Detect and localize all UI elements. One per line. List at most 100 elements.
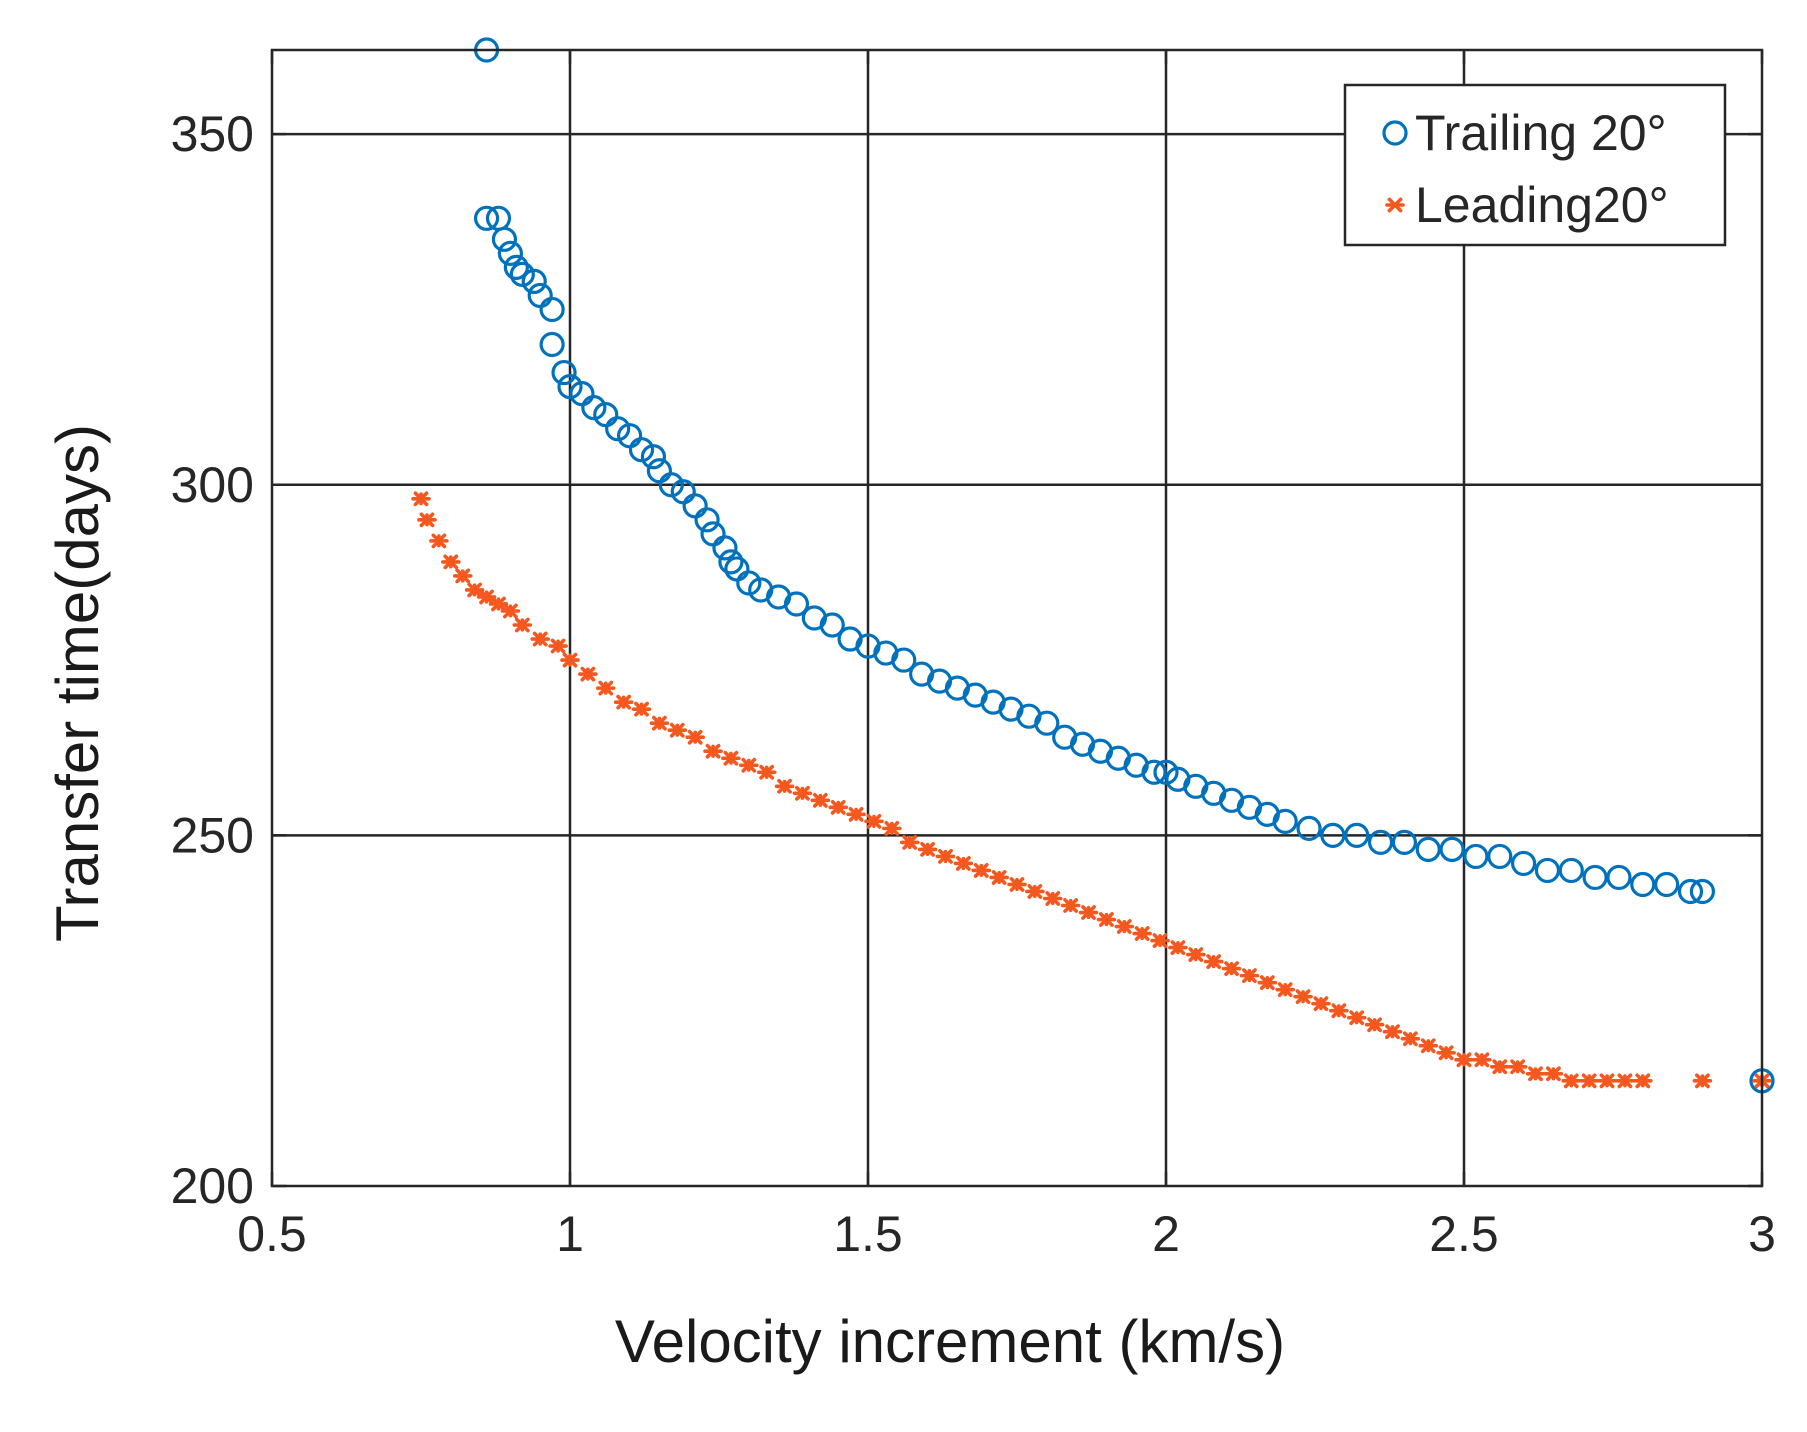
trailing-point [473,205,500,231]
leading-point [411,491,431,507]
leading-point [882,820,902,836]
trailing-point [539,331,565,358]
trailing-point [891,647,917,673]
trailing-point [640,444,667,470]
leading-point [774,778,795,794]
trailing-point [1487,843,1513,870]
leading-point [1597,1073,1617,1089]
axes: 0.5 1 1.5 2 2.5 3 200 250 300 350 [171,48,1776,1262]
trailing-point [1296,815,1322,841]
leading-point [1221,961,1242,977]
trailing-point [1141,759,1167,785]
y-tick-label: 250 [171,807,254,863]
leading-point [1007,877,1027,892]
leading-point [1418,1038,1439,1054]
leading-point [917,842,938,857]
x-tick-label: 3 [1748,1206,1776,1262]
leading-point [1346,1010,1367,1026]
leading-point [1132,926,1152,941]
leading-point [512,617,533,633]
leading-point [667,722,688,738]
trailing-point [1344,822,1370,848]
leading-point [1472,1052,1492,1068]
x-tick-label: 0.5 [237,1206,307,1262]
leading-point [1489,1059,1510,1075]
leading-point [1543,1066,1564,1082]
leading-point [810,792,831,808]
leading-point [1329,1003,1349,1019]
legend-trailing-label: Trailing 20° [1415,105,1667,161]
leading-point [530,631,551,647]
leading-point [1561,1073,1582,1089]
trailing-point [539,296,565,323]
plot-marks [411,37,1775,1094]
leading-point [1114,919,1135,934]
x-tick-label: 1 [556,1206,584,1262]
leading-point [971,863,992,878]
leading-point [1060,898,1081,913]
trailing-point [1582,864,1608,891]
x-tick-label: 1.5 [833,1206,903,1262]
leading-point [1615,1073,1635,1089]
trailing-point [819,612,845,638]
trailing-point [1463,843,1489,870]
leading-point [417,512,437,528]
leading-point [1525,1066,1546,1082]
trailing-point [1510,850,1537,877]
leading-point [1311,996,1331,1012]
trailing-point [1534,857,1561,884]
x-tick-label: 2.5 [1429,1206,1499,1262]
leading-point [1239,968,1260,984]
trailing-point [491,226,518,252]
leading-point [1203,954,1224,970]
leading-point [935,849,956,864]
leading-point [1633,1073,1653,1089]
trailing-point [783,591,810,617]
trailing-point [1272,808,1298,834]
x-tick-label: 2 [1152,1206,1180,1262]
trailing-point [1654,871,1680,898]
trailing-point [1415,836,1441,863]
x-axis-title: Velocity increment (km/s) [615,1308,1285,1375]
leading-point [1382,1024,1403,1040]
trailing-point [1034,710,1060,736]
leading-point [756,764,777,780]
leading-point [685,729,705,745]
y-axis-title: Transfer time(days) [44,424,111,942]
legend-leading-label: Leading20° [1415,177,1669,233]
legend-asterisk-icon [1385,197,1405,213]
leading-point [613,694,634,710]
trailing-point [718,549,744,575]
leading-point [1293,989,1313,1005]
legend-trailing-marker [1382,120,1408,146]
leading-point [578,666,598,682]
leading-point [792,785,813,801]
leading-point [864,813,884,829]
leading-point [631,701,652,717]
leading-point [1078,905,1099,920]
trailing-point [521,268,547,295]
leading-point [595,680,616,696]
leading-point [1692,1073,1713,1089]
legend-asterisk-stroke [1387,197,1403,213]
trailing-point [1320,822,1346,848]
leading-point [703,743,723,759]
leading-point [452,568,473,584]
leading-point [440,554,461,570]
leading-point [1257,975,1278,991]
leading-point [1025,884,1045,899]
leading-point [1364,1017,1385,1033]
legend: Trailing 20° Leading20° [1343,83,1727,247]
trailing-point [1558,857,1584,884]
trailing-point [694,507,720,533]
leading-point [1507,1059,1528,1075]
plot-frame [270,48,1764,1188]
leading-point [488,596,509,612]
leading-point [738,757,759,773]
leading-point [828,799,849,815]
legend-leading-marker [1385,197,1405,213]
trailing-point [551,359,577,386]
leading-point [846,806,866,822]
trailing-point [1677,878,1704,905]
